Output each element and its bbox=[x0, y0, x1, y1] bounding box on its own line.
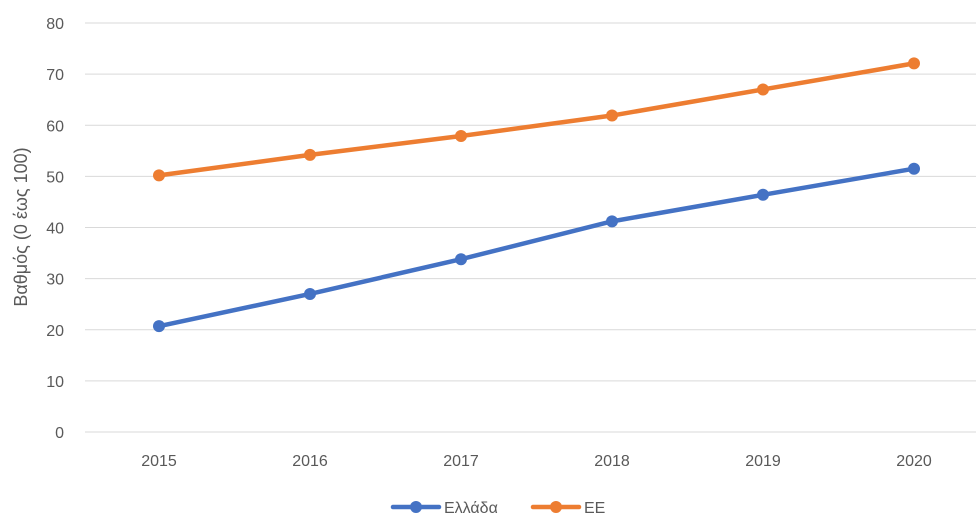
legend-label: Ελλάδα bbox=[444, 500, 498, 515]
x-tick-label: 2016 bbox=[292, 453, 328, 470]
series-line bbox=[156, 166, 917, 329]
data-point bbox=[304, 287, 316, 300]
y-tick-label: 10 bbox=[46, 374, 64, 391]
data-point bbox=[153, 169, 165, 182]
x-tick-label: 2018 bbox=[594, 453, 630, 470]
legend-label: ΕΕ bbox=[584, 500, 605, 515]
x-tick-label: 2019 bbox=[745, 453, 781, 470]
series-line bbox=[156, 61, 917, 178]
y-tick-label: 70 bbox=[46, 67, 64, 84]
y-tick-label: 40 bbox=[46, 221, 64, 238]
y-tick-label: 20 bbox=[46, 323, 64, 340]
data-point bbox=[606, 109, 618, 122]
data-point bbox=[455, 129, 467, 142]
data-point bbox=[304, 148, 316, 161]
gridlines bbox=[85, 22, 976, 433]
data-point bbox=[757, 83, 769, 96]
y-tick-label: 60 bbox=[46, 118, 64, 135]
y-axis-ticks: 0 10 20 30 40 50 60 70 80 bbox=[46, 16, 64, 442]
x-axis-ticks: 2015 2016 2017 2018 2019 2020 bbox=[141, 453, 932, 470]
data-point bbox=[757, 188, 769, 201]
data-point bbox=[908, 162, 920, 175]
x-tick-label: 2017 bbox=[443, 453, 479, 470]
y-tick-label: 50 bbox=[46, 169, 64, 186]
series-lines bbox=[153, 57, 920, 333]
y-axis-title: Βαθμός (0 έως 100) bbox=[11, 147, 31, 306]
legend-marker bbox=[550, 501, 562, 513]
data-point bbox=[455, 253, 467, 266]
data-point bbox=[606, 215, 618, 228]
x-tick-label: 2020 bbox=[896, 453, 932, 470]
y-tick-label: 0 bbox=[55, 425, 64, 442]
legend-marker bbox=[410, 501, 422, 513]
y-tick-label: 80 bbox=[46, 16, 64, 33]
y-tick-label: 30 bbox=[46, 272, 64, 289]
data-point bbox=[908, 57, 920, 70]
x-tick-label: 2015 bbox=[141, 453, 177, 470]
data-point bbox=[153, 320, 165, 333]
legend: Ελλάδα ΕΕ bbox=[390, 500, 605, 515]
